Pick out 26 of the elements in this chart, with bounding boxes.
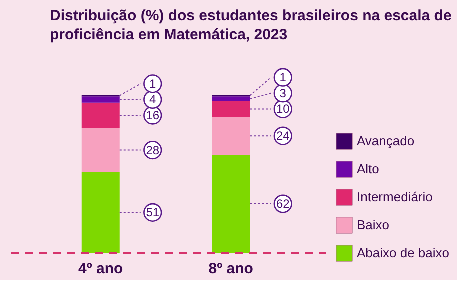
legend-label: Intermediário [357, 190, 433, 204]
x-tick-label: 8º ano [208, 260, 254, 278]
bar [212, 96, 250, 102]
bar [82, 128, 120, 172]
x-tick-label: 4º ano [78, 260, 124, 278]
bar [82, 172, 120, 253]
legend-label: Abaixo de baixo [357, 246, 450, 260]
data-label: 28 [146, 143, 160, 158]
chart-title: Distribuição (%) dos estudantes brasileiros na escala de proficiência em Matemática, 2023 [50, 7, 452, 44]
legend-label: Baixo [357, 218, 390, 232]
bar [212, 117, 250, 156]
data-label: 1 [150, 76, 157, 91]
bar [212, 155, 250, 253]
bar [82, 102, 120, 128]
data-label: 1 [280, 70, 287, 85]
bar [82, 96, 120, 103]
data-label: 10 [276, 102, 290, 116]
data-label: 24 [276, 129, 290, 144]
data-label: 51 [146, 206, 160, 220]
data-label: 16 [146, 108, 160, 123]
data-label: 3 [280, 86, 287, 100]
legend-label: Avançado [357, 134, 415, 148]
legend-label: Alto [357, 162, 380, 176]
bar [212, 101, 250, 118]
data-label: 62 [276, 197, 290, 212]
data-label: 4 [150, 92, 157, 107]
